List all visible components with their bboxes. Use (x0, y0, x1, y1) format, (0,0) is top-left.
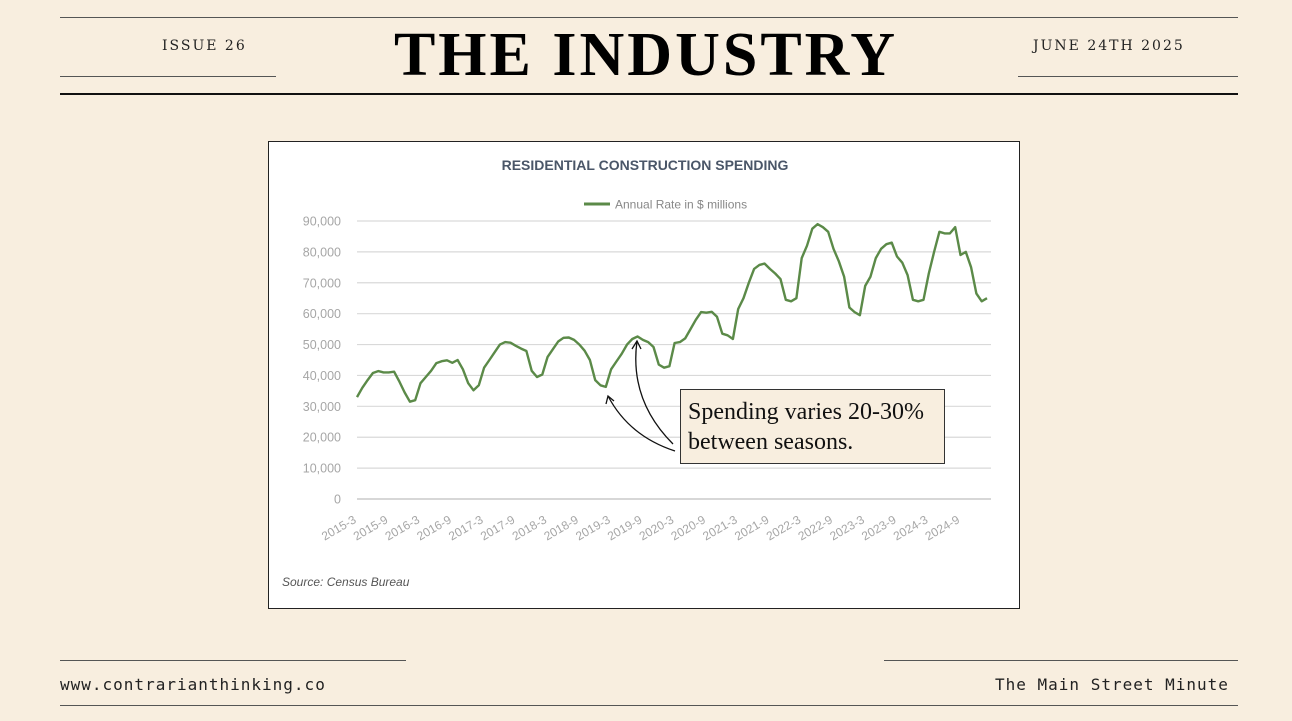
annotation-line-2: between seasons. (688, 429, 854, 455)
x-axis-ticks: 2015-32015-92016-32016-92017-32017-92018… (319, 512, 962, 543)
x-tick-label: 2023-3 (827, 512, 867, 543)
x-tick-label: 2016-9 (414, 512, 454, 543)
x-tick-label: 2015-3 (319, 512, 359, 543)
masthead-title: THE INDUSTRY (393, 21, 899, 89)
x-tick-label: 2015-9 (351, 512, 391, 543)
y-axis-ticks: 0 10,000 20,000 30,000 40,000 50,000 60,000 70,… (303, 215, 341, 507)
annotation-arrows (605, 339, 676, 452)
issue-underline (60, 76, 276, 77)
x-tick-label: 2021-3 (700, 512, 740, 543)
date-underline (1018, 76, 1238, 77)
arrow-to-peak (635, 340, 674, 445)
x-tick-label: 2024-3 (891, 512, 931, 543)
chart-panel: RESIDENTIAL CONSTRUCTION SPENDING Annual… (268, 141, 1020, 609)
annotation-line-1: Spending varies 20-30% (688, 399, 924, 425)
header-divider (60, 93, 1238, 95)
legend-label: Annual Rate in $ millions (615, 198, 747, 212)
footer-left-rule (60, 660, 406, 661)
y-tick-label: 80,000 (303, 245, 341, 259)
x-tick-label: 2024-9 (923, 512, 963, 543)
x-tick-label: 2023-9 (859, 512, 899, 543)
newsletter-name: The Main Street Minute (995, 675, 1229, 694)
annotation-box: Spending varies 20-30% between seasons. (680, 389, 945, 464)
arrow-to-trough (607, 395, 676, 452)
x-tick-label: 2016-3 (383, 512, 423, 543)
x-tick-label: 2018-3 (510, 512, 550, 543)
chart-source: Source: Census Bureau (282, 575, 410, 589)
y-tick-label: 10,000 (303, 462, 341, 476)
footer-right-rule (884, 660, 1238, 661)
website-link[interactable]: www.contrarianthinking.co (60, 675, 326, 694)
arrow-to-peak-head (631, 339, 642, 350)
y-tick-label: 30,000 (303, 400, 341, 414)
y-tick-label: 70,000 (303, 276, 341, 290)
series-line-annual-rate (355, 222, 988, 403)
x-tick-label: 2019-9 (605, 512, 645, 543)
x-tick-label: 2022-3 (764, 512, 804, 543)
x-tick-label: 2020-9 (669, 512, 709, 543)
chart-title: RESIDENTIAL CONSTRUCTION SPENDING (502, 157, 789, 173)
x-tick-label: 2022-9 (796, 512, 836, 543)
arrow-to-trough-head (605, 394, 615, 405)
x-tick-label: 2021-9 (732, 512, 772, 543)
series (355, 222, 988, 403)
top-rule (60, 17, 1238, 18)
x-tick-label: 2018-9 (541, 512, 581, 543)
chart-legend: Annual Rate in $ millions (584, 198, 747, 212)
y-tick-label: 60,000 (303, 307, 341, 321)
y-tick-label: 50,000 (303, 338, 341, 352)
bottom-rule (60, 705, 1238, 706)
line-chart: RESIDENTIAL CONSTRUCTION SPENDING Annual… (282, 157, 991, 589)
x-tick-label: 2020-3 (637, 512, 677, 543)
y-tick-label: 40,000 (303, 369, 341, 383)
x-tick-label: 2017-9 (478, 512, 518, 543)
y-tick-label: 20,000 (303, 431, 341, 445)
issue-number: ISSUE 26 (162, 38, 247, 54)
y-tick-label: 90,000 (303, 215, 341, 229)
issue-date: JUNE 24TH 2025 (1033, 38, 1185, 54)
x-tick-label: 2019-3 (573, 512, 613, 543)
y-tick-label: 0 (334, 493, 341, 507)
x-tick-label: 2017-3 (446, 512, 486, 543)
